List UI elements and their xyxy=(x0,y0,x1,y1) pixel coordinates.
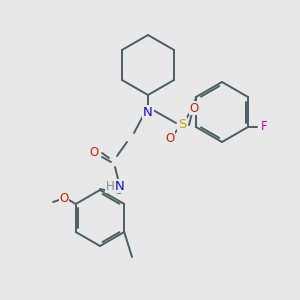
Text: N: N xyxy=(115,179,125,193)
Text: O: O xyxy=(89,146,99,158)
Text: S: S xyxy=(178,118,186,130)
Text: N: N xyxy=(143,106,153,118)
Text: O: O xyxy=(59,191,69,205)
Text: O: O xyxy=(165,131,175,145)
Text: O: O xyxy=(189,101,199,115)
Text: H: H xyxy=(106,179,114,193)
Text: F: F xyxy=(261,121,267,134)
